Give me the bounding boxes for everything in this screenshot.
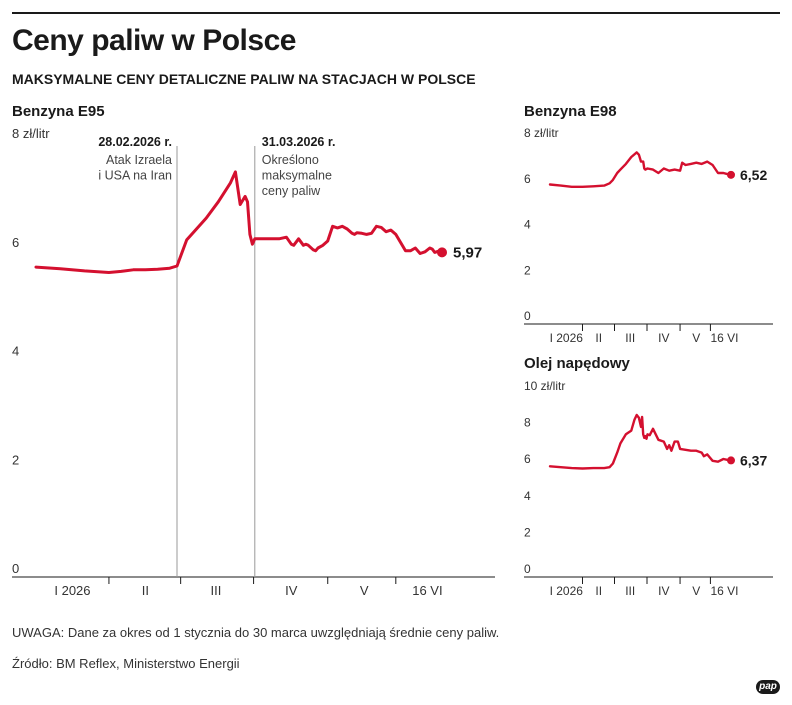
y-tick-label: 8 zł/litr — [524, 126, 559, 140]
x-tick-label: III — [625, 584, 635, 598]
x-tick-label: IV — [658, 584, 669, 598]
x-tick-label: II — [595, 331, 602, 345]
annotation-text: Określono — [262, 153, 319, 167]
end-point-marker — [727, 456, 735, 465]
annotation-text: ceny paliw — [262, 184, 321, 198]
y-tick-label: 4 — [12, 344, 19, 359]
x-tick-label: 16 VI — [710, 584, 738, 598]
x-tick-label: I 2026 — [54, 583, 90, 598]
end-point-marker — [727, 170, 735, 179]
series-line — [34, 170, 444, 274]
series-line — [548, 151, 733, 189]
x-tick-label: V — [360, 583, 369, 598]
annotation-text: Atak Izraela — [106, 153, 172, 167]
x-tick-label: I 2026 — [550, 584, 584, 598]
x-tick-label: 16 VI — [412, 583, 442, 598]
annotation-date: 31.03.2026 r. — [262, 135, 336, 149]
y-tick-label: 2 — [524, 263, 531, 277]
x-tick-label: II — [595, 584, 602, 598]
x-tick-label: I 2026 — [550, 331, 584, 345]
annotation-text: i USA na Iran — [98, 169, 172, 183]
footnote: UWAGA: Dane za okres od 1 stycznia do 30… — [12, 625, 500, 640]
chart-title-e95: Benzyna E95 — [12, 103, 105, 120]
end-value-label: 6,37 — [740, 452, 767, 468]
y-tick-label: 8 — [524, 416, 531, 430]
top-rule — [12, 12, 780, 14]
x-tick-label: IV — [285, 583, 298, 598]
series-line — [548, 413, 733, 470]
pap-logo: pap — [756, 680, 780, 694]
end-point-marker — [437, 247, 447, 258]
y-tick-label: 6 — [12, 235, 19, 250]
y-tick-label: 6 — [524, 172, 531, 186]
y-tick-label: 0 — [524, 309, 531, 323]
x-tick-label: III — [210, 583, 221, 598]
y-tick-label: 2 — [12, 452, 19, 467]
annotation-text: maksymalne — [262, 169, 332, 183]
chart-title-diesel: Olej napędowy — [524, 355, 630, 372]
x-tick-label: II — [142, 583, 149, 598]
y-tick-label: 10 zł/litr — [524, 379, 565, 393]
y-tick-label: 4 — [524, 218, 531, 232]
y-tick-label: 8 zł/litr — [12, 126, 50, 141]
end-value-label: 6,52 — [740, 167, 767, 183]
x-tick-label: V — [692, 584, 700, 598]
y-tick-label: 6 — [524, 452, 531, 466]
y-tick-label: 4 — [524, 489, 531, 503]
y-tick-label: 0 — [524, 562, 531, 576]
annotation-date: 28.02.2026 r. — [98, 135, 172, 149]
source-note: Źródło: BM Reflex, Ministerstwo Energii — [12, 656, 240, 671]
end-value-label: 5,97 — [453, 244, 482, 261]
chart-title-e98: Benzyna E98 — [524, 103, 617, 120]
x-tick-label: III — [625, 331, 635, 345]
y-tick-label: 0 — [12, 561, 19, 576]
x-tick-label: 16 VI — [710, 331, 738, 345]
page-title: Ceny paliw w Polsce — [12, 24, 296, 57]
y-tick-label: 2 — [524, 525, 531, 539]
x-tick-label: IV — [658, 331, 669, 345]
page-subtitle: MAKSYMALNE CENY DETALICZNE PALIW NA STAC… — [12, 71, 476, 87]
x-tick-label: V — [692, 331, 700, 345]
